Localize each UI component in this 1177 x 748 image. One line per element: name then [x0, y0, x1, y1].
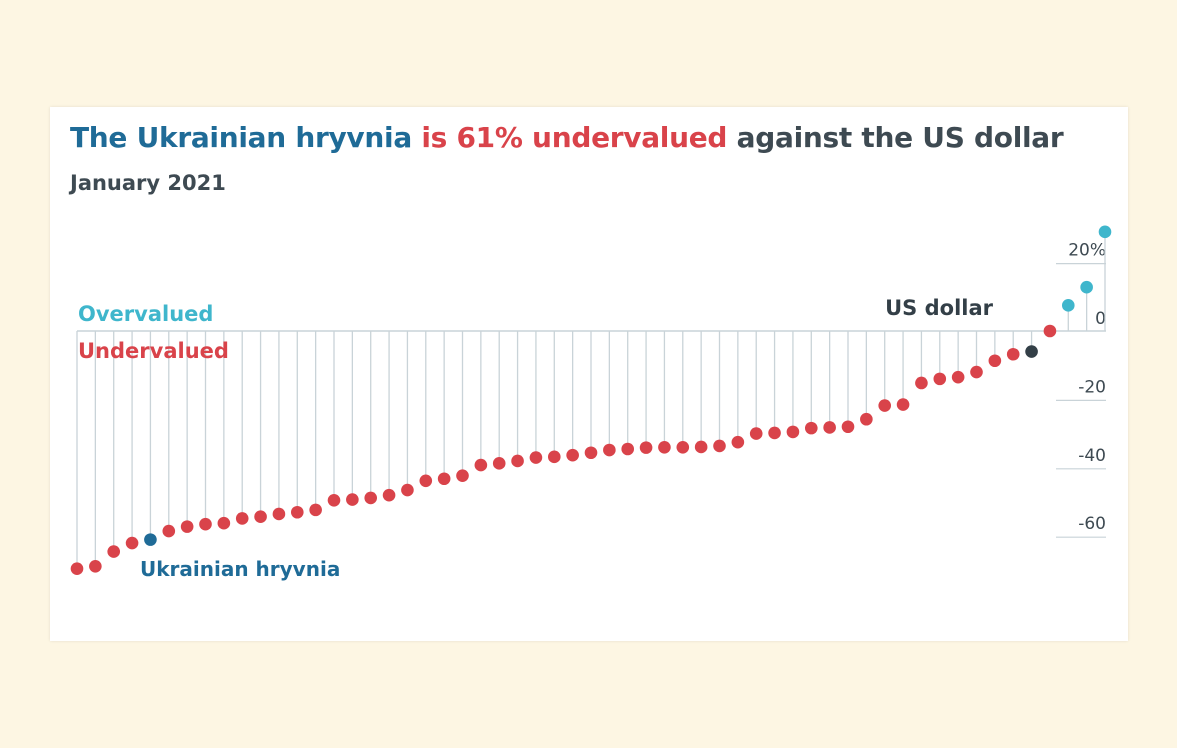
data-point: [327, 493, 341, 507]
data-point: [823, 421, 836, 434]
data-point: [511, 454, 524, 468]
data-point: [749, 427, 763, 440]
title-reference: against the US dollar: [736, 121, 1064, 154]
data-point: [217, 516, 231, 530]
data-point: [786, 425, 800, 439]
data-point: [180, 520, 194, 533]
data-point: [896, 398, 910, 411]
us-dollar-annotation: US dollar: [885, 296, 994, 320]
data-point: [951, 370, 965, 384]
data-point: [915, 376, 928, 390]
data-point: [107, 545, 121, 558]
data-point: [676, 440, 690, 454]
y-tick-label: -60: [1078, 514, 1106, 534]
data-point: [346, 493, 359, 506]
data-point: [309, 503, 322, 517]
data-point: [713, 439, 726, 453]
data-point: [382, 488, 396, 502]
hryvnia-annotation: Ukrainian hryvnia: [140, 557, 340, 581]
data-point: [547, 450, 561, 464]
data-point: [804, 421, 818, 435]
data-point: [566, 448, 579, 462]
y-tick-label: -20: [1078, 377, 1106, 397]
data-point: [988, 354, 1002, 368]
data-point: [401, 483, 414, 497]
data-point: [125, 536, 139, 550]
data-point: [1061, 299, 1075, 312]
data-point: [621, 442, 635, 456]
data-point: [290, 505, 304, 519]
data-point: [272, 507, 286, 521]
data-point: [1043, 324, 1057, 338]
data-point: [419, 474, 433, 488]
chart-card: The Ukrainian hryvnia is 61% undervalued…: [50, 107, 1128, 641]
data-point: [474, 458, 488, 472]
title-valuation: is 61% undervalued: [421, 121, 728, 154]
data-point: [1025, 345, 1038, 358]
data-point: [529, 451, 543, 464]
data-point: [456, 469, 469, 482]
data-point: [162, 524, 176, 538]
lollipop-chart: 20% 0 -20 -40 -60 Overvalued Undervalued Ukrain…: [70, 225, 1112, 581]
data-point: [878, 399, 892, 412]
data-point: [584, 446, 598, 460]
data-point: [731, 435, 745, 449]
data-point: [199, 517, 212, 531]
data-point: [144, 533, 157, 546]
data-point: [639, 441, 653, 454]
chart-title: The Ukrainian hryvnia is 61% undervalued…: [70, 121, 1064, 154]
data-point: [1006, 347, 1020, 361]
data-point: [658, 440, 671, 454]
title-currency: The Ukrainian hryvnia: [70, 121, 412, 154]
data-point: [70, 562, 84, 575]
data-point: [364, 491, 378, 505]
data-point: [841, 420, 855, 434]
y-tick-label: -40: [1078, 446, 1106, 466]
chart-subtitle: January 2021: [70, 171, 226, 195]
data-point: [1098, 225, 1112, 239]
data-point: [254, 510, 267, 524]
data-point: [89, 559, 102, 573]
y-tick-label: 20%: [1068, 241, 1106, 261]
data-point: [970, 365, 983, 379]
data-point: [768, 426, 781, 440]
data-point: [1080, 280, 1093, 294]
data-point: [694, 440, 708, 454]
data-point: [492, 457, 506, 470]
data-point: [933, 372, 947, 386]
data-point: [235, 512, 249, 525]
overvalued-label: Overvalued: [78, 302, 213, 326]
undervalued-label: Undervalued: [78, 339, 229, 363]
data-point: [603, 443, 616, 457]
data-point: [437, 472, 451, 486]
data-point: [860, 412, 873, 426]
y-tick-label: 0: [1095, 309, 1106, 329]
